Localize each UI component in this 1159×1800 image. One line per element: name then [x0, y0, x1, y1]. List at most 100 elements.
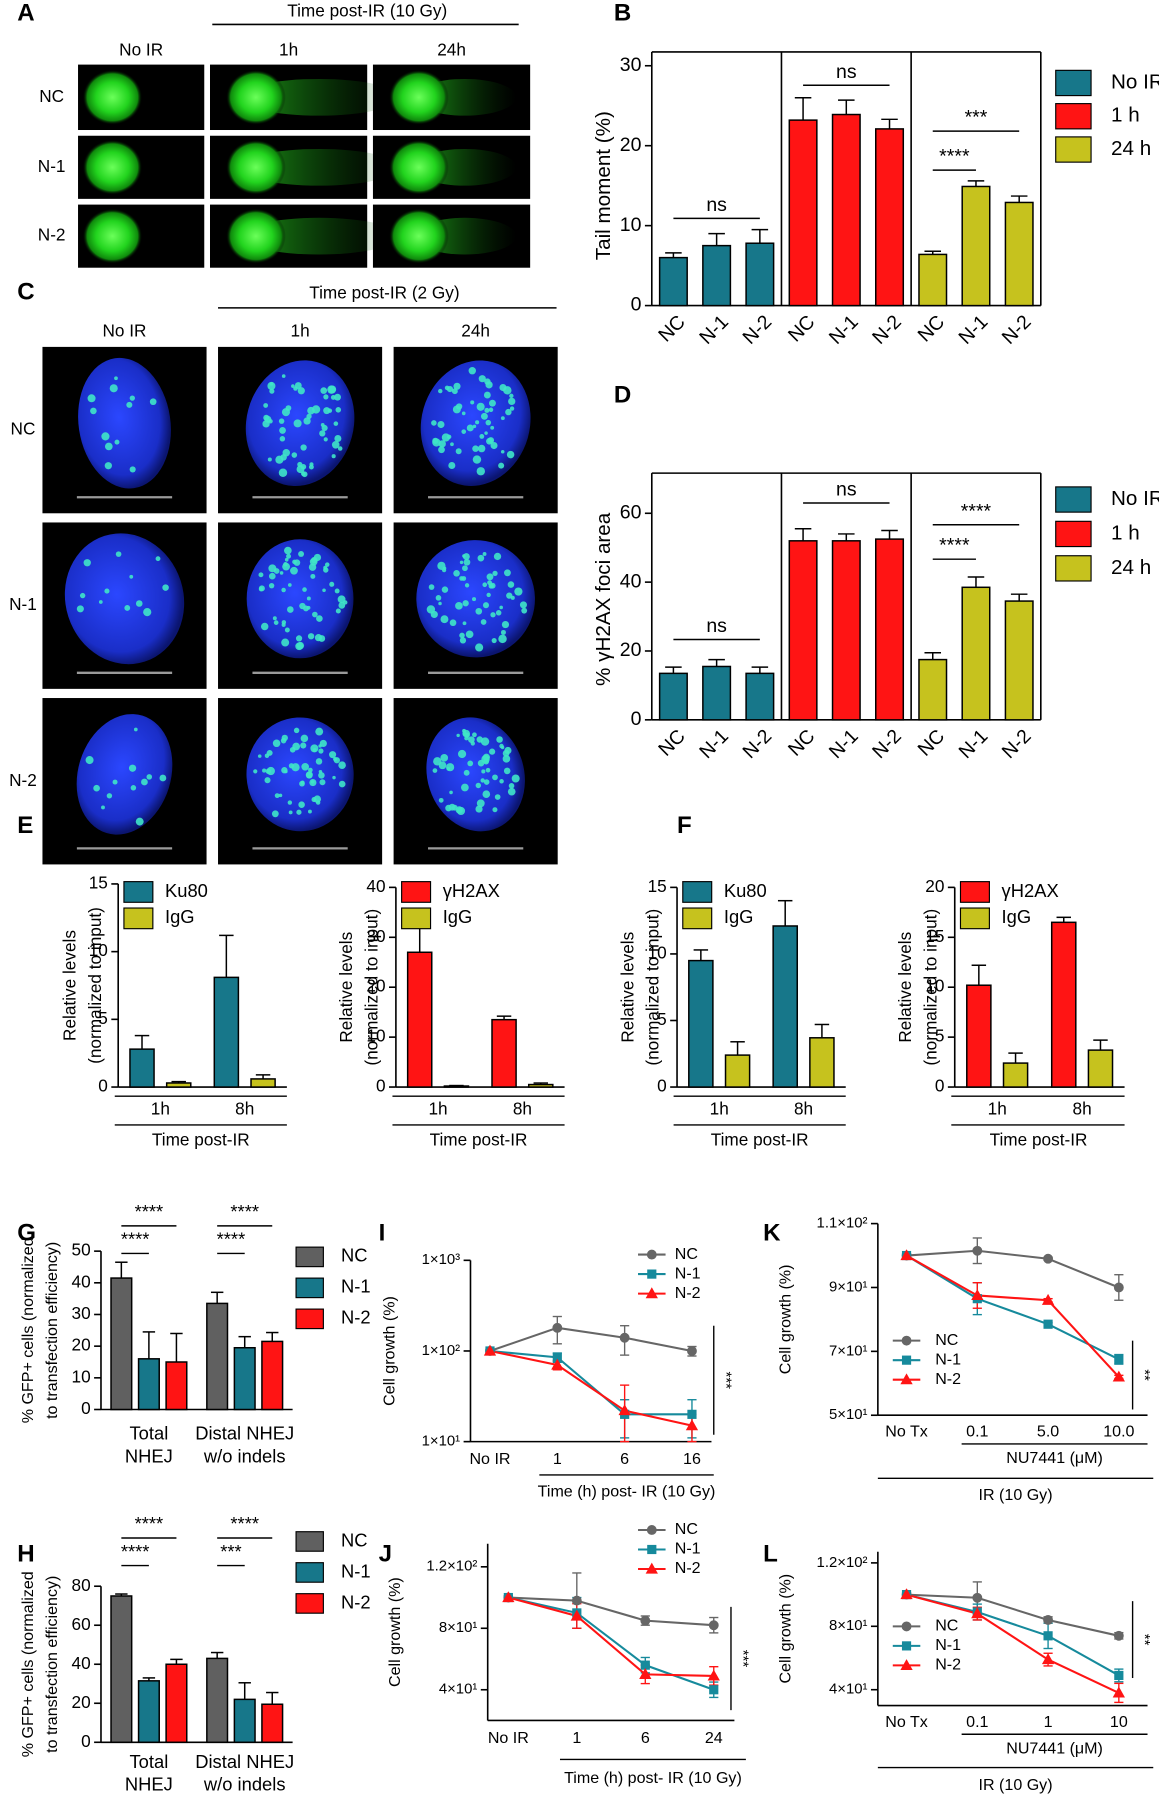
- focus-dot: [480, 737, 490, 746]
- marker: [639, 1668, 652, 1679]
- legend-label: IgG: [1002, 906, 1032, 927]
- focus-dot: [323, 565, 328, 570]
- focus-dot: [459, 576, 464, 581]
- legend-label: NC: [935, 1617, 958, 1635]
- chart: 0 10 20 30 40 Relative levels (normalized to i…: [336, 876, 565, 1150]
- y-tick-label: 10: [648, 942, 667, 962]
- marker: [640, 1660, 650, 1670]
- column-label: 24h: [437, 39, 466, 59]
- focus-dot: [162, 584, 169, 591]
- focus-dot: [483, 391, 491, 399]
- x-tick-label: N-1: [955, 725, 993, 763]
- comet-head: [389, 69, 449, 125]
- focus-dot: [334, 393, 341, 401]
- focus-dot: [449, 619, 457, 627]
- focus-dot: [500, 416, 505, 421]
- comet-head: [226, 139, 286, 195]
- x-tick-label: No Tx: [885, 1713, 928, 1731]
- focus-dot: [329, 581, 335, 587]
- y-tick-label: 40: [620, 570, 642, 592]
- x-tick-label: 1h: [151, 1099, 170, 1119]
- bar: [165, 1082, 192, 1088]
- focus-dot: [489, 748, 496, 755]
- focus-dot: [455, 448, 462, 455]
- y-axis-label: (normalized to input): [643, 909, 663, 1066]
- x-axis-label: NU7441 (μM): [1006, 1739, 1103, 1757]
- focus-dot: [430, 610, 438, 619]
- y-tick-label: 5: [657, 1009, 667, 1029]
- x-tick-label: 1h: [988, 1099, 1007, 1119]
- legend-label: N-1: [675, 1540, 701, 1558]
- y-tick-label: 40: [72, 1653, 91, 1673]
- significance-label: **: [1136, 1369, 1152, 1381]
- focus-dot: [480, 412, 488, 420]
- focus-dot: [299, 780, 305, 787]
- focus-dot: [335, 608, 341, 614]
- row-label: N-1: [9, 594, 37, 614]
- focus-dot: [453, 570, 460, 577]
- y-axis-label: Relative levels: [617, 932, 637, 1043]
- marker: [971, 1607, 984, 1619]
- y-tick-label: 30: [620, 54, 642, 76]
- focus-dot: [287, 583, 292, 587]
- bar: [110, 1277, 133, 1411]
- marker: [483, 1344, 497, 1356]
- focus-dot: [272, 616, 277, 621]
- bar: [961, 586, 991, 721]
- legend-swatch: [401, 881, 432, 903]
- focus-dot: [124, 605, 131, 611]
- focus-dot: [482, 602, 490, 609]
- line: [508, 1596, 714, 1677]
- panel-letter: D: [614, 382, 631, 409]
- focus-dot: [470, 400, 475, 405]
- focus-dot: [284, 546, 292, 555]
- focus-dot: [263, 403, 269, 408]
- focus-dot: [483, 779, 490, 785]
- legend-label: 24 h: [1111, 556, 1151, 579]
- bar: [658, 256, 688, 307]
- marker: [1112, 1686, 1125, 1698]
- x-tick-label: N-2: [868, 311, 906, 349]
- focus-dot: [318, 635, 326, 642]
- focus-dot: [263, 414, 270, 421]
- focus-dot: [129, 395, 135, 401]
- focus-dot: [257, 754, 262, 758]
- y-tick-label: 10: [89, 940, 108, 960]
- focus-dot: [146, 774, 153, 780]
- focus-dot: [470, 741, 475, 746]
- focus-dot: [281, 587, 286, 593]
- bar: [831, 113, 861, 307]
- marker: [1114, 1354, 1124, 1364]
- significance-label: ****: [939, 146, 970, 168]
- chart: 4×10¹ 8×10¹ 1.2×10² Cell growth (%) No IR 1 6 2…: [386, 1520, 750, 1787]
- significance-label: ns: [706, 615, 727, 637]
- x-tick-label: 1: [572, 1729, 581, 1747]
- focus-dot: [472, 732, 477, 738]
- nucleus: [78, 357, 171, 489]
- y-axis-label: to transfection efficiency): [43, 1576, 61, 1753]
- focus-dot: [112, 779, 118, 785]
- focus-dot: [129, 466, 136, 473]
- focus-dot: [494, 794, 501, 800]
- legend-swatch: [682, 881, 713, 903]
- y-axis-label: % GFP+ cells (normalized: [19, 1571, 37, 1757]
- focus-dot: [428, 584, 435, 590]
- focus-dot: [508, 783, 515, 789]
- focus-dot: [481, 755, 490, 764]
- bar: [809, 1037, 835, 1088]
- x-tick-label: N-2: [738, 311, 776, 349]
- legend-marker: [647, 1269, 657, 1279]
- bar: [110, 1595, 133, 1744]
- bar: [250, 1078, 276, 1088]
- x-axis-label: Time (h) post- IR (10 Gy): [564, 1769, 742, 1787]
- focus-dot: [438, 601, 442, 606]
- bar: [918, 253, 948, 307]
- column-label: No IR: [103, 321, 147, 341]
- row-label: NC: [39, 86, 64, 106]
- focus-dot: [284, 557, 289, 562]
- x-tick-label: 1: [1044, 1713, 1053, 1731]
- focus-dot: [303, 417, 311, 425]
- focus-dot: [130, 785, 137, 791]
- focus-dot: [266, 749, 273, 756]
